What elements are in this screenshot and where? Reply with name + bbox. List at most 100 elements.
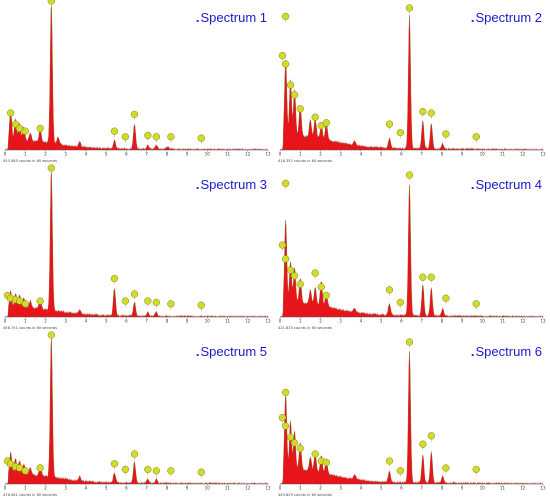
spectrum-title-text: Spectrum 6 — [475, 344, 542, 359]
x-tick-label: 4 — [85, 319, 88, 324]
x-tick-label: 13 — [265, 152, 271, 157]
x-tick-label: 10 — [205, 152, 211, 157]
counts-footer: 449.829 counts in 60 seconds — [278, 493, 332, 497]
peak-marker — [427, 109, 435, 117]
peak-marker — [121, 297, 130, 305]
peak-marker — [110, 127, 119, 135]
x-tick-label: 3 — [339, 319, 342, 324]
peak-marker — [472, 300, 480, 308]
x-tick-label: 12 — [520, 152, 526, 157]
x-tick-label: 3 — [339, 152, 342, 157]
peak-marker — [286, 266, 295, 274]
x-tick-label: 11 — [225, 319, 231, 324]
x-tick-label: 7 — [420, 152, 423, 157]
x-tick-label: 11 — [225, 486, 231, 491]
peak-marker — [296, 105, 304, 113]
counts-footer: 476.461 counts in 60 seconds — [3, 493, 57, 497]
x-tick-label: 0 — [279, 319, 282, 324]
peak-marker — [472, 465, 480, 474]
x-tick-label: 12 — [245, 152, 251, 157]
x-tick-label: 8 — [166, 319, 169, 324]
spectrum-title: .Spectrum 3 — [196, 177, 267, 192]
spectrum-line — [280, 184, 544, 318]
spectrum-line — [5, 6, 269, 151]
peak-marker — [130, 450, 139, 458]
x-tick-label: 3 — [64, 486, 67, 491]
x-tick-label: 6 — [400, 152, 403, 157]
x-tick-label: 10 — [480, 486, 486, 491]
x-tick-label: 13 — [540, 486, 546, 491]
x-tick-label: 11 — [500, 319, 506, 324]
x-tick-label: 2 — [319, 319, 322, 324]
x-tick-label: 6 — [400, 319, 403, 324]
x-tick-label: 1 — [299, 486, 302, 491]
x-tick-label: 6 — [125, 319, 128, 324]
spectrum-title: .Spectrum 6 — [471, 344, 542, 359]
peak-marker — [21, 127, 29, 135]
x-tick-label: 0 — [279, 486, 282, 491]
spectrum-title: .Spectrum 1 — [196, 10, 267, 25]
x-tick-label: 8 — [441, 152, 444, 157]
spectrum-title-text: Spectrum 3 — [200, 177, 267, 192]
x-tick-label: 9 — [186, 319, 189, 324]
peak-marker — [322, 458, 330, 467]
spectrum-title-text: Spectrum 4 — [475, 177, 542, 192]
spectrum-title-text: Spectrum 2 — [475, 10, 542, 25]
spectrum-halo — [5, 171, 268, 317]
spectrum-panel-5: 0 1 2 3 4 5 6 7 8 9 10 11 12 13 476.461 counts in 60 s… — [0, 331, 275, 501]
x-tick-label: 7 — [145, 486, 148, 491]
spectrum-panel-4: 0 1 2 3 4 5 6 7 8 9 10 11 12 13 421.833 counts in 60 s… — [275, 167, 550, 334]
peak-marker — [278, 241, 287, 249]
x-tick-label: 3 — [64, 152, 67, 157]
peak-marker — [322, 291, 330, 300]
x-tick-label: 2 — [319, 486, 322, 491]
spectrum-title: .Spectrum 4 — [471, 177, 542, 192]
peak-marker — [47, 164, 55, 172]
peak-marker — [442, 294, 450, 302]
peak-marker — [36, 124, 44, 133]
x-tick-label: 5 — [380, 152, 383, 157]
peak-marker — [286, 433, 295, 441]
peak-marker — [442, 464, 450, 472]
peak-marker — [290, 91, 299, 99]
peak-marker — [419, 273, 427, 281]
peak-marker — [278, 51, 287, 60]
x-tick-label: 5 — [380, 486, 383, 491]
peak-marker — [21, 300, 29, 308]
spectrum-panel-6: 0 1 2 3 4 5 6 7 8 9 10 11 12 13 449.829 counts in 60 s… — [275, 334, 550, 501]
peak-marker — [427, 432, 435, 440]
peak-marker — [282, 388, 290, 397]
x-tick-label: 2 — [44, 319, 47, 324]
x-tick-label: 7 — [145, 319, 148, 324]
peak-marker — [152, 133, 160, 141]
counts-footer: 453.565 counts in 60 seconds — [3, 159, 57, 163]
x-tick-label: 13 — [540, 319, 546, 324]
x-tick-label: 1 — [24, 319, 27, 324]
peak-marker — [152, 467, 160, 475]
peak-marker — [442, 130, 450, 138]
peak-marker — [405, 338, 414, 346]
peak-marker — [322, 119, 330, 127]
x-tick-label: 1 — [299, 152, 302, 157]
x-tick-label: 10 — [205, 486, 211, 491]
peak-marker — [290, 439, 299, 447]
peak-marker — [311, 269, 319, 277]
x-tick-label: 12 — [245, 319, 251, 324]
spectrum-panel-1: 0 1 2 3 4 5 6 7 8 9 10 11 12 13 453.565 counts in 60 s… — [0, 0, 275, 167]
spectrum-title-text: Spectrum 1 — [200, 10, 267, 25]
peak-marker — [7, 109, 15, 117]
peak-marker — [296, 444, 304, 453]
spectrum-title-text: Spectrum 5 — [200, 344, 267, 359]
x-tick-label: 10 — [205, 319, 211, 324]
x-tick-label: 8 — [441, 319, 444, 324]
x-tick-label: 7 — [420, 319, 423, 324]
x-tick-label: 5 — [380, 319, 383, 324]
peak-marker — [419, 107, 427, 116]
spectrum-title: .Spectrum 2 — [471, 10, 542, 25]
x-tick-label: 7 — [145, 152, 148, 157]
